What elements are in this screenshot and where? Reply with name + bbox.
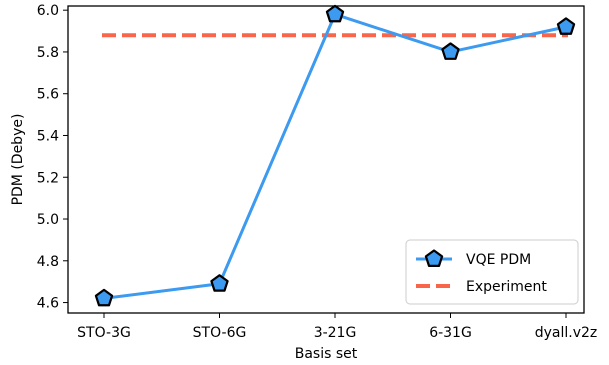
vqe-pdm-point <box>441 42 460 60</box>
y-axis: 4.6 4.8 5.0 5.2 5.4 5.6 5.8 6.0 <box>37 3 68 312</box>
y-tick-label: 5.6 <box>37 87 59 103</box>
y-axis-label: PDM (Debye) <box>10 114 26 206</box>
x-tick-label: dyall.v2z <box>535 325 598 341</box>
x-tick-label: STO-3G <box>77 325 131 341</box>
vqe-pdm-point <box>325 4 345 23</box>
vqe-pdm-point <box>556 17 576 35</box>
vqe-pdm-point <box>94 288 114 307</box>
axes-frame <box>67 5 585 314</box>
y-tick-label: 5.0 <box>37 212 59 228</box>
x-tick-label: STO-6G <box>193 325 247 341</box>
legend-vqe-pdm-label: VQE PDM <box>466 252 531 268</box>
legend: VQE PDM Experiment <box>405 239 579 305</box>
plot-area: 4.6 4.8 5.0 5.2 5.4 5.6 5.8 6.0 STO-3G STO-6G 3-2… <box>37 3 598 341</box>
y-tick-label: 4.6 <box>37 296 59 312</box>
y-tick-label: 5.4 <box>37 128 59 144</box>
y-tick-label: 4.8 <box>37 254 59 270</box>
x-tick-label: 6-31G <box>429 325 472 341</box>
x-axis-label: Basis set <box>295 346 358 362</box>
legend-experiment-label: Experiment <box>466 279 547 295</box>
x-axis: STO-3G STO-6G 3-21G 6-31G dyall.v2z <box>77 313 597 341</box>
legend-vqe-pdm-marker <box>424 249 444 267</box>
vqe-pdm-point <box>210 274 229 292</box>
y-tick-label: 5.2 <box>37 170 59 186</box>
vqe-pdm-markers <box>94 4 576 307</box>
x-tick-label: 3-21G <box>314 325 357 341</box>
y-tick-label: 5.8 <box>37 45 59 61</box>
y-tick-label: 6.0 <box>37 3 59 19</box>
